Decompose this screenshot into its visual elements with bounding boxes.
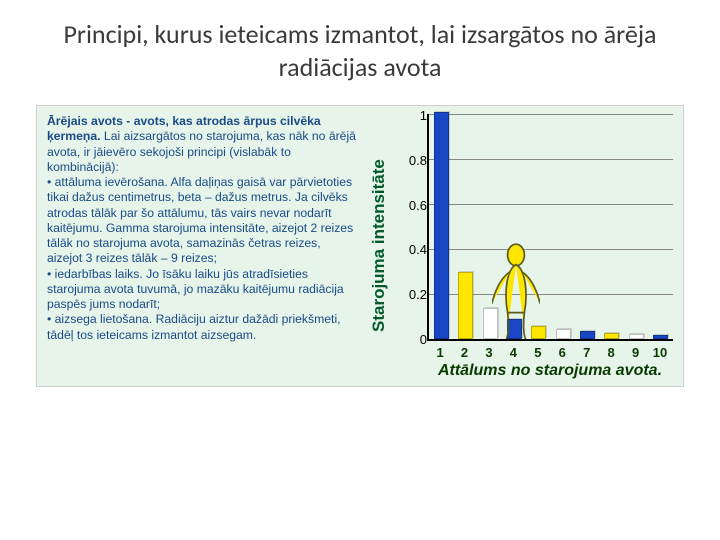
chart-panel: Starojuma intensitāte 1 0.8 0.6 0.4 0.2 … <box>367 106 683 386</box>
bullet-1-text: attāluma ievērošana. Alfa daļiņas gaisā … <box>47 175 353 265</box>
bullet-1: • attāluma ievērošana. Alfa daļiņas gais… <box>47 175 357 267</box>
bullet-2-text: iedarbības laiks. Jo īsāku laiku jūs atr… <box>47 267 344 312</box>
bar <box>629 334 644 339</box>
xtick: 1 <box>433 345 448 360</box>
xtick: 3 <box>481 345 496 360</box>
slide-title: Principi, kurus ieteicams izmantot, lai … <box>0 0 720 93</box>
bullet-3-text: aizsega lietošana. Radiāciju aiztur dažā… <box>47 312 341 341</box>
bars <box>429 114 673 339</box>
xtick: 2 <box>457 345 472 360</box>
x-axis-label: Attālums no starojuma avota. <box>427 360 673 380</box>
ytick: 1 <box>397 108 427 123</box>
ytick: 0 <box>397 332 427 347</box>
bar <box>507 319 522 339</box>
xtick: 9 <box>628 345 643 360</box>
bar <box>556 329 571 339</box>
slide: Principi, kurus ieteicams izmantot, lai … <box>0 0 720 540</box>
xtick: 8 <box>604 345 619 360</box>
info-text: Ārējais avots - avots, kas atrodas ārpus… <box>37 106 367 386</box>
bullet-3: • aizsega lietošana. Radiāciju aiztur da… <box>47 312 357 343</box>
bar <box>531 326 546 339</box>
xtick: 6 <box>555 345 570 360</box>
bar <box>458 272 473 339</box>
bar <box>580 331 595 339</box>
x-ticks: 123456789 10 <box>427 343 673 360</box>
bar <box>604 333 619 340</box>
ytick: 0.2 <box>397 287 427 302</box>
y-axis-label: Starojuma intensitāte <box>367 106 391 386</box>
ytick: 0.4 <box>397 242 427 257</box>
bar <box>434 112 449 339</box>
xtick: 7 <box>579 345 594 360</box>
ytick: 0.6 <box>397 198 427 213</box>
ytick: 0.8 <box>397 153 427 168</box>
xtick: 5 <box>530 345 545 360</box>
content-panel: Ārējais avots - avots, kas atrodas ārpus… <box>36 105 684 387</box>
bar <box>483 308 498 339</box>
y-ticks: 1 0.8 0.6 0.4 0.2 0 <box>397 108 427 347</box>
xtick: 10 <box>652 345 667 360</box>
plot-wrap: 1 0.8 0.6 0.4 0.2 0 <box>391 106 683 386</box>
xtick: 4 <box>506 345 521 360</box>
bullet-2: • iedarbības laiks. Jo īsāku laiku jūs a… <box>47 267 357 313</box>
plot-area: 1 0.8 0.6 0.4 0.2 0 <box>427 114 673 341</box>
bar <box>653 335 668 339</box>
